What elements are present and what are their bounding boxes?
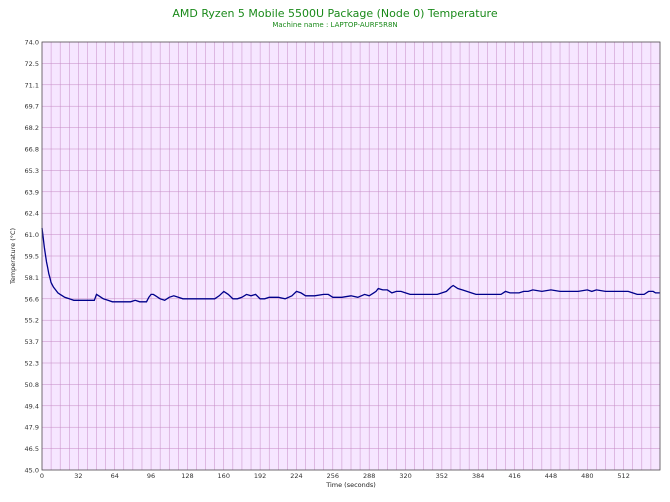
x-tick-label: 480 <box>581 472 593 480</box>
y-tick-label: 59.5 <box>25 253 39 261</box>
temperature-series-line <box>41 227 660 303</box>
y-tick-label: 58.1 <box>25 274 39 282</box>
y-tick-label: 71.1 <box>25 81 39 89</box>
x-tick-label: 160 <box>218 472 230 480</box>
y-tick-label: 55.2 <box>25 317 39 325</box>
y-tick-label: 69.7 <box>25 103 39 111</box>
x-tick-label: 416 <box>508 472 520 480</box>
x-tick-label: 64 <box>111 472 119 480</box>
x-tick-label: 448 <box>545 472 557 480</box>
y-tick-label: 62.4 <box>25 210 39 218</box>
x-tick-label: 512 <box>617 472 629 480</box>
grid-lines <box>41 41 661 471</box>
y-tick-label: 63.9 <box>25 188 39 196</box>
y-tick-label: 66.8 <box>25 146 39 154</box>
x-tick-label: 128 <box>181 472 193 480</box>
x-tick-label: 0 <box>40 472 44 480</box>
y-tick-label: 50.8 <box>25 381 39 389</box>
y-tick-label: 52.3 <box>25 360 39 368</box>
y-axis-ticks: 45.0 46.5 47.9 49.4 50.8 52.3 53.7 55.2 56.6 58.1… <box>25 39 39 475</box>
x-tick-label: 224 <box>290 472 302 480</box>
x-tick-label: 32 <box>74 472 82 480</box>
y-tick-label: 45.0 <box>25 467 39 475</box>
y-tick-label: 74.0 <box>25 39 39 47</box>
x-tick-label: 288 <box>363 472 375 480</box>
x-tick-label: 384 <box>472 472 484 480</box>
y-tick-label: 65.3 <box>25 167 39 175</box>
y-tick-label: 68.2 <box>25 124 39 132</box>
x-tick-label: 256 <box>327 472 339 480</box>
plot-border <box>41 41 661 471</box>
y-tick-label: 46.5 <box>25 445 39 453</box>
x-axis-ticks: 0 32 64 96 128 160 192 224 256 288 320 352 384 416 448… <box>40 472 630 480</box>
x-tick-label: 352 <box>436 472 448 480</box>
x-tick-label: 320 <box>399 472 411 480</box>
y-tick-label: 49.4 <box>25 402 39 410</box>
x-axis-label: Time (seconds) <box>325 481 376 489</box>
chart-title: AMD Ryzen 5 Mobile 5500U Package (Node 0… <box>172 7 498 20</box>
y-tick-label: 72.5 <box>25 60 39 68</box>
y-tick-label: 56.6 <box>25 295 39 303</box>
y-tick-label: 53.7 <box>25 338 39 346</box>
y-tick-label: 47.9 <box>25 424 39 432</box>
y-tick-label: 61.0 <box>25 231 39 239</box>
y-axis-label: Temperature (°C) <box>9 228 17 285</box>
x-tick-label: 192 <box>254 472 266 480</box>
x-tick-label: 96 <box>147 472 155 480</box>
chart-subtitle: Machine name : LAPTOP-AURF5R8N <box>272 21 398 29</box>
